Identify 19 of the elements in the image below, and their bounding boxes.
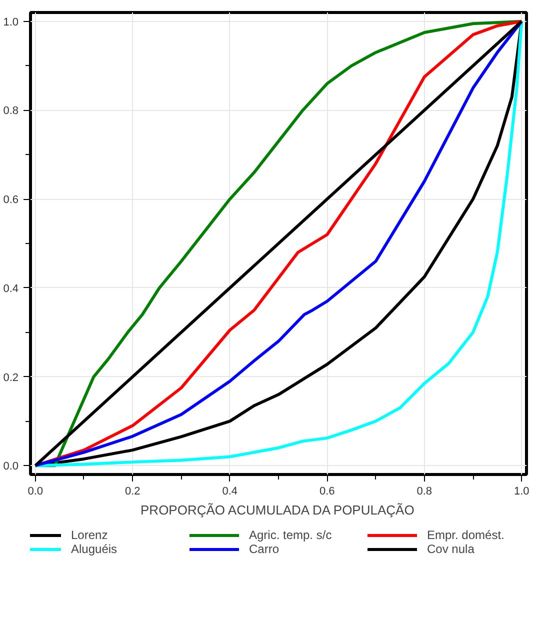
legend-label: Carro (249, 542, 280, 556)
legend-label: Cov nula (427, 542, 476, 556)
legend-label: Lorenz (71, 528, 109, 542)
x-tick-label: 0.8 (416, 486, 432, 498)
x-tick-label: 0.2 (124, 486, 140, 498)
x-tick-label: 0.4 (222, 486, 238, 498)
legend-label: Aluguéis (71, 542, 118, 556)
legend-label: Empr. domést. (427, 528, 506, 542)
y-tick-label: 0.0 (3, 460, 19, 473)
y-tick-label: 0.4 (3, 282, 19, 295)
legend-label: Agric. temp. s/c (249, 528, 333, 542)
x-tick-label: 0.6 (319, 486, 335, 498)
x-tick-label: 0.0 (28, 486, 44, 498)
x-axis-title: PROPORÇÃO ACUMULADA DA POPULAÇÃO (140, 502, 414, 518)
y-tick-label: 0.6 (3, 194, 19, 206)
y-tick-label: 0.2 (3, 372, 19, 384)
x-tick-label: 1.0 (514, 486, 530, 498)
y-tick-label: 0.8 (3, 105, 19, 118)
y-tick-label: 1.0 (3, 16, 19, 28)
